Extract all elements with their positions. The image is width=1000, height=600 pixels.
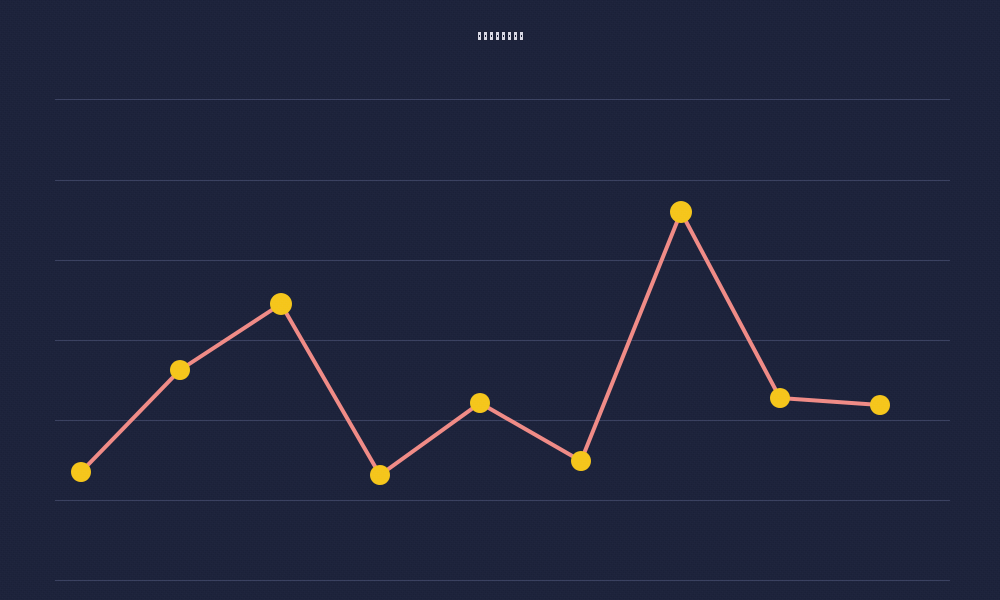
data-point-marker[interactable] <box>470 393 490 413</box>
series-line <box>79 210 882 477</box>
data-point-marker[interactable] <box>770 388 790 408</box>
data-point-marker[interactable] <box>170 360 190 380</box>
series-line-group <box>79 210 882 477</box>
title-tofu-glyph <box>482 30 488 41</box>
gridlines <box>55 99 950 581</box>
data-point-marker[interactable] <box>571 451 591 471</box>
data-point-marker[interactable] <box>270 293 292 315</box>
title-tofu-glyph <box>518 30 524 41</box>
series-markers-group <box>71 201 890 485</box>
title-tofu-glyph <box>500 30 506 41</box>
title-tofu-glyph <box>512 30 518 41</box>
title-tofu-glyph <box>494 30 500 41</box>
title-tofu-glyph <box>506 30 512 41</box>
data-point-marker[interactable] <box>370 465 390 485</box>
chart-title <box>0 28 1000 42</box>
title-tofu-glyph <box>488 30 494 41</box>
title-tofu-glyph <box>476 30 482 41</box>
data-point-marker[interactable] <box>71 462 91 482</box>
data-point-marker[interactable] <box>870 395 890 415</box>
data-point-marker[interactable] <box>670 201 692 223</box>
